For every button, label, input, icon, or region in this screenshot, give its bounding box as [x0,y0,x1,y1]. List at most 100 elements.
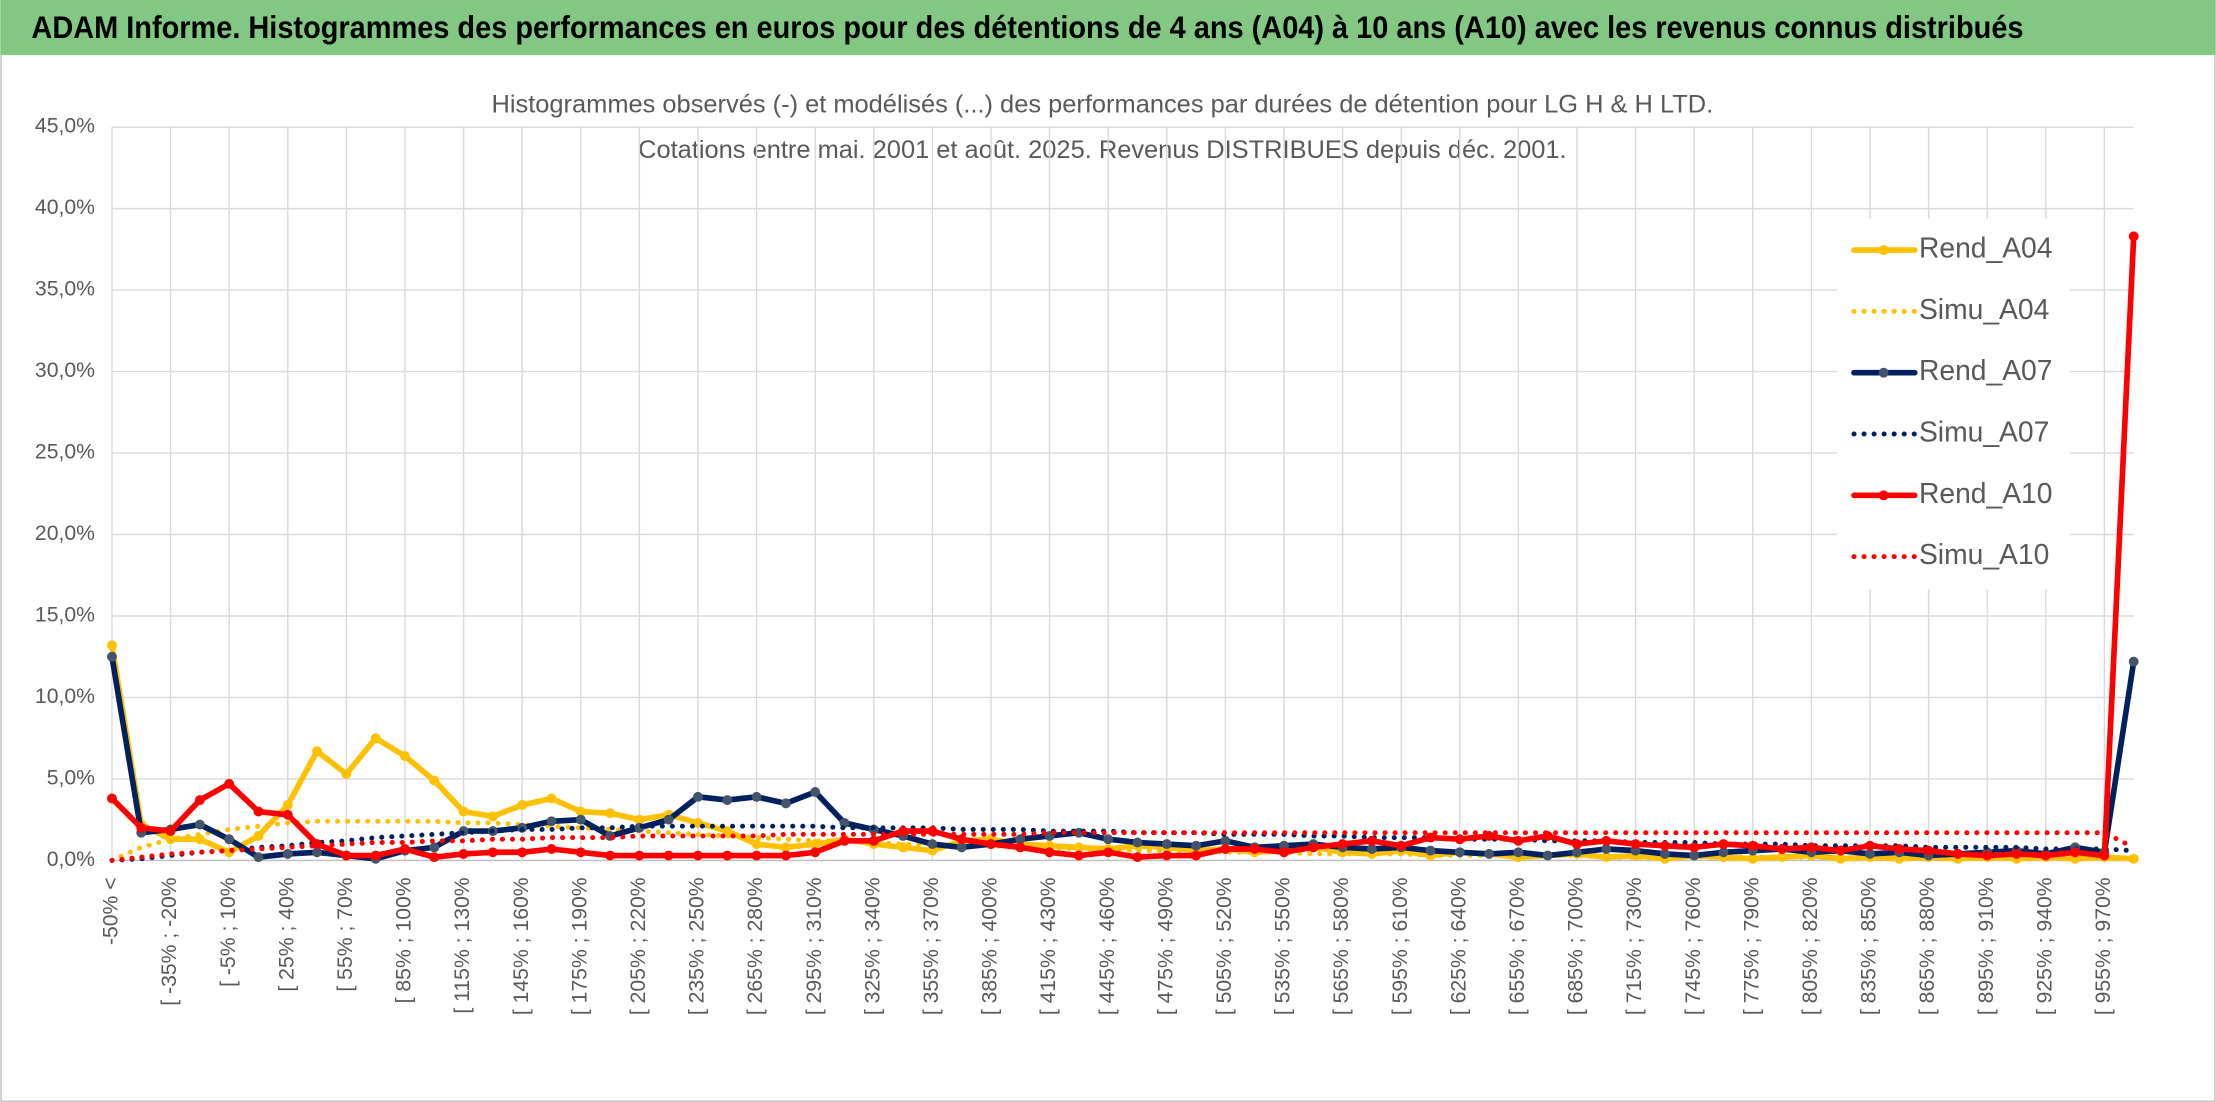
point [956,842,967,853]
x-tick-label: [ 535% ; 550% [1272,877,1295,1015]
point [693,850,703,861]
point [1103,834,1114,845]
point [400,844,410,854]
point [634,850,645,861]
x-tick-label: [ 145% ; 160% [510,877,533,1015]
point [693,791,703,802]
point [1865,848,1875,859]
point [780,842,791,853]
point [1132,852,1143,863]
x-tick-label: [ 115% ; 130% [451,877,474,1013]
x-tick-label: [ 175% ; 190% [568,877,591,1015]
point [2099,850,2110,861]
point [605,808,616,819]
x-tick-label: [ 55% ; 70% [334,877,357,991]
point [1161,839,1172,850]
x-tick-label: [ 325% ; 340% [861,877,884,1015]
x-tick-label: [ -35% ; -20% [158,877,181,1006]
point [487,811,498,822]
point [2011,848,2022,859]
point [575,847,586,858]
x-tick-label: [ 745% ; 760% [1682,877,1705,1015]
point [224,834,235,845]
x-tick-label: [ 85% ; 100% [393,877,416,1003]
point [663,814,674,825]
title-bar [0,0,2216,56]
y-tick-label: 35,0% [35,278,95,301]
point [751,839,762,850]
point [107,640,117,651]
point [546,793,557,804]
point [253,806,264,817]
legend-label: Simu_A07 [1919,415,2049,447]
point [1572,847,1582,858]
point [722,850,733,861]
x-tick-label: [ 565% ; 580% [1330,877,1353,1015]
point [1601,844,1612,854]
series-line [109,233,2137,860]
point [1572,839,1582,850]
y-tick-label: 0,0% [47,848,95,871]
x-tick-label: -50% < [100,877,123,945]
point [1513,847,1524,858]
point [780,798,791,809]
x-tick-label: [ 235% ; 250% [686,877,709,1015]
point [1923,845,1934,856]
series-line [109,830,2137,863]
point [194,795,205,806]
point [517,847,528,858]
point [2128,656,2139,667]
point [1279,847,1289,858]
x-tick-label: [ 625% ; 640% [1447,877,1470,1015]
x-tick-label: [ 925% ; 940% [2033,877,2056,1015]
point [546,816,557,827]
point [400,751,410,762]
legend-box [1837,218,2071,590]
point [1659,840,1670,851]
point [1659,848,1670,859]
x-tick-label: [ 895% ; 910% [1975,877,1998,1015]
point [1454,834,1465,845]
point [1894,844,1905,854]
point [312,839,323,850]
point [810,847,821,858]
point [546,844,557,854]
point [370,733,381,744]
point [1952,848,1963,859]
point [839,835,850,846]
x-tick-label: [ 445% ; 460% [1096,877,1119,1015]
y-tick-label: 20,0% [35,522,95,545]
point [722,795,733,806]
chart-subtitle: Cotations entre mai. 2001 et août. 2025.… [638,136,1566,164]
point [1718,839,1729,850]
y-tick-label: 45,0% [35,115,95,138]
x-tick-label: [ 415% ; 430% [1037,877,1060,1015]
y-tick-label: 30,0% [35,359,95,382]
point [136,822,147,833]
point [429,775,440,786]
point [165,826,176,837]
point [868,835,879,846]
point [107,651,117,662]
point [1103,847,1114,858]
point [1161,850,1172,861]
point [751,791,762,802]
point [810,787,821,797]
point [194,819,205,830]
point [1308,842,1319,853]
point [429,852,440,863]
point [927,839,938,850]
point [1191,850,1202,861]
point [282,809,293,820]
x-tick-label: [ 205% ; 220% [627,877,650,1015]
point [1132,837,1143,848]
x-tick-label: [ 655% ; 670% [1506,877,1529,1015]
point [1396,840,1407,851]
x-tick-label: [ 475% ; 490% [1154,877,1177,1015]
x-tick-label: [ 385% ; 400% [979,877,1002,1015]
point [1806,842,1817,853]
x-tick-label: [ 25% ; 40% [275,877,298,991]
x-tick-label: [ 265% ; 280% [744,877,767,1015]
point [1865,840,1875,851]
